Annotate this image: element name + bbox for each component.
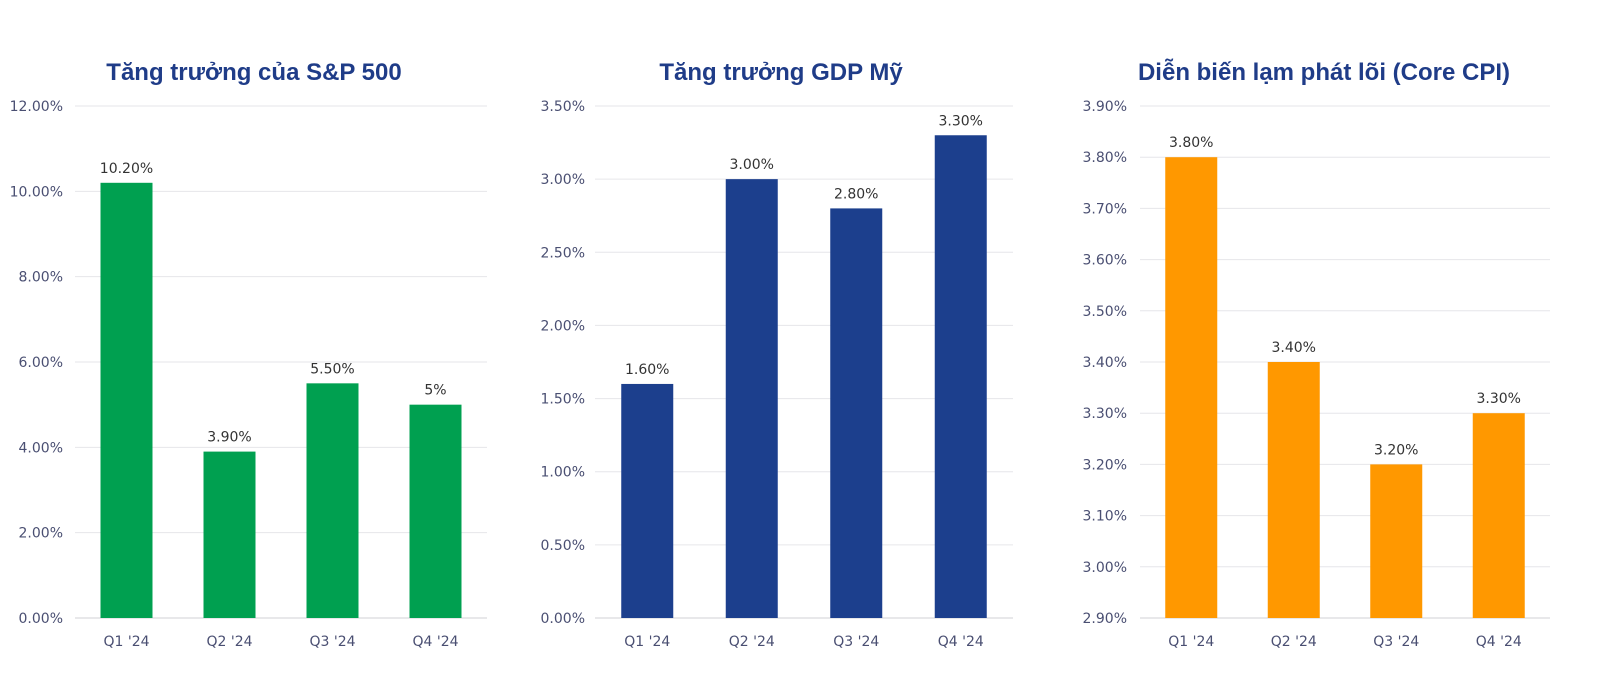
y-tick-label: 3.00% — [1083, 560, 1127, 576]
y-tick-label: 6.00% — [19, 355, 63, 371]
us-gdp-growth-chart: Tăng trưởng GDP Mỹ 0.00% 0.50% 1.00% 1.50% 2… — [520, 0, 1050, 686]
x-tick-label: Q3 '24 — [1373, 634, 1419, 650]
y-tick-label: 12.00% — [10, 99, 63, 115]
y-tick-label: 3.40% — [1083, 355, 1127, 371]
x-tick-label: Q1 '24 — [1168, 634, 1214, 650]
y-tick-label: 3.50% — [541, 99, 585, 115]
x-tick-label: Q2 '24 — [729, 634, 775, 650]
y-tick-label: 3.90% — [1083, 99, 1127, 115]
data-label: 3.30% — [1477, 391, 1521, 407]
y-tick-label: 3.50% — [1083, 304, 1127, 320]
data-label: 3.80% — [1169, 135, 1213, 151]
bar — [1472, 413, 1525, 618]
data-label: 3.40% — [1272, 340, 1316, 356]
y-tick-label: 3.60% — [1083, 253, 1127, 269]
data-label: 3.30% — [939, 113, 983, 129]
data-label: 3.20% — [1374, 442, 1418, 458]
data-label: 3.00% — [730, 157, 774, 173]
data-label: 5.50% — [310, 361, 354, 377]
x-tick-label: Q2 '24 — [206, 634, 252, 650]
data-label: 5% — [424, 383, 446, 399]
y-tick-label: 3.30% — [1083, 406, 1127, 422]
data-label: 1.60% — [625, 362, 669, 378]
bar — [1165, 157, 1218, 618]
y-tick-label: 2.90% — [1083, 611, 1127, 627]
data-label: 10.20% — [100, 161, 153, 177]
x-tick-label: Q4 '24 — [412, 634, 458, 650]
data-label: 3.90% — [207, 430, 251, 446]
cpi-chart-svg: Diễn biến lạm phát lõi (Core CPI) 2.90% 3… — [1083, 58, 1550, 650]
y-tick-label: 4.00% — [19, 440, 63, 456]
bar — [306, 383, 359, 618]
y-tick-label: 3.10% — [1083, 509, 1127, 525]
bar — [100, 182, 153, 619]
bar — [621, 383, 674, 618]
bar — [725, 179, 778, 618]
bar — [203, 451, 256, 618]
bar — [409, 404, 462, 618]
x-tick-label: Q1 '24 — [103, 634, 149, 650]
sp500-chart-svg: Tăng trưởng của S&P 500 0.00% 2.00% 4.00% 6… — [10, 59, 487, 650]
core-cpi-chart: Diễn biến lạm phát lõi (Core CPI) 2.90% 3… — [1050, 0, 1610, 686]
bar — [830, 208, 883, 618]
y-tick-label: 2.50% — [541, 245, 585, 261]
y-tick-label: 3.80% — [1083, 150, 1127, 166]
y-tick-label: 2.00% — [541, 318, 585, 334]
y-tick-label: 8.00% — [19, 270, 63, 286]
bar — [934, 135, 987, 618]
x-tick-label: Q4 '24 — [938, 634, 984, 650]
chart-title: Tăng trưởng GDP Mỹ — [659, 59, 903, 86]
y-tick-label: 3.70% — [1083, 201, 1127, 217]
y-tick-label: 3.00% — [541, 172, 585, 188]
data-label: 2.80% — [834, 186, 878, 202]
chart-title: Diễn biến lạm phát lõi (Core CPI) — [1138, 58, 1510, 86]
x-tick-label: Q2 '24 — [1271, 634, 1317, 650]
y-tick-label: 10.00% — [10, 184, 63, 200]
y-tick-label: 2.00% — [19, 526, 63, 542]
gdp-chart-svg: Tăng trưởng GDP Mỹ 0.00% 0.50% 1.00% 1.50% 2… — [541, 59, 1013, 650]
y-tick-label: 0.50% — [541, 538, 585, 554]
y-tick-label: 1.50% — [541, 392, 585, 408]
y-tick-label: 3.20% — [1083, 457, 1127, 473]
y-tick-label: 0.00% — [541, 611, 585, 627]
x-tick-label: Q3 '24 — [833, 634, 879, 650]
x-tick-label: Q1 '24 — [624, 634, 670, 650]
bar — [1370, 464, 1423, 618]
x-tick-label: Q3 '24 — [309, 634, 355, 650]
y-tick-label: 1.00% — [541, 465, 585, 481]
y-tick-label: 0.00% — [19, 611, 63, 627]
sp500-growth-chart: Tăng trưởng của S&P 500 0.00% 2.00% 4.00% 6… — [0, 0, 520, 686]
bar — [1267, 362, 1320, 618]
chart-title: Tăng trưởng của S&P 500 — [106, 59, 401, 86]
x-tick-label: Q4 '24 — [1476, 634, 1522, 650]
